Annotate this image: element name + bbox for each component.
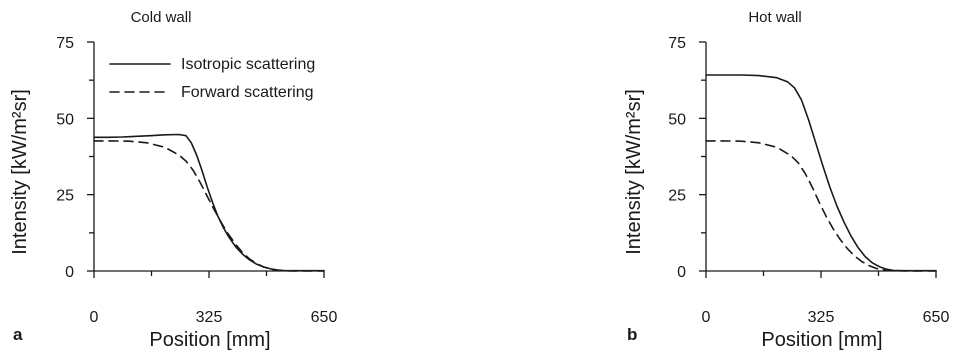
panel-b-y-axis-label: Intensity [kW/m²sr]: [623, 89, 645, 255]
panel-a-cold-wall: Cold wall 0 25 50 75 0 325 650 Position [mm] I…: [9, 9, 337, 351]
panel-a-x-tick-label: 650: [311, 309, 338, 326]
panel-a-y-tick-label: 75: [56, 35, 74, 52]
panel-b-x-tick-label: 650: [923, 309, 950, 326]
panel-b-x-axis-label: Position [mm]: [761, 329, 882, 351]
panel-b-series-isotropic-scattering: [705, 74, 937, 272]
panel-b-x-tick-label: 325: [808, 309, 835, 326]
panel-a-y-tick-label: 0: [65, 264, 74, 281]
panel-a-tick-labels: 0 25 50 75 0 325 650: [56, 35, 337, 326]
legend-isotropic-label: Isotropic scattering: [181, 56, 315, 73]
panel-b-hot-wall: Hot wall 0 25 50 75 0 325 650 Position [mm] In…: [623, 9, 949, 351]
panel-b-series-forward-scattering: [705, 140, 937, 272]
panel-b-ticks: [699, 41, 937, 278]
panel-a-x-tick-label: 0: [90, 309, 99, 326]
panel-a-series-isotropic-scattering: [93, 133, 325, 272]
panel-a-x-tick-label: 325: [196, 309, 223, 326]
panel-a-x-axis-label: Position [mm]: [149, 329, 270, 351]
panel-a-legend: Isotropic scattering Forward scattering: [109, 56, 315, 101]
panel-a-series-forward-scattering: [93, 140, 325, 272]
panel-b-y-tick-label: 25: [668, 188, 686, 205]
panel-b-y-tick-label: 0: [677, 264, 686, 281]
panel-b-axes: [705, 42, 936, 272]
panel-b-title: Hot wall: [748, 9, 801, 26]
panel-b-series: [705, 74, 937, 272]
panel-b-letter: b: [627, 325, 637, 344]
panel-b-y-tick-label: 75: [668, 35, 686, 52]
panel-b-y-tick-label: 50: [668, 111, 686, 128]
panel-a-title: Cold wall: [131, 9, 192, 26]
panel-a-letter: a: [13, 325, 23, 344]
panel-b-tick-labels: 0 25 50 75 0 325 650: [668, 35, 949, 326]
panel-a-y-tick-label: 25: [56, 188, 74, 205]
panel-a-ticks: [87, 41, 325, 278]
panel-a-y-axis-label: Intensity [kW/m²sr]: [9, 89, 31, 255]
panel-b-x-tick-label: 0: [702, 309, 711, 326]
panel-a-series: [93, 133, 325, 272]
legend-forward-label: Forward scattering: [181, 84, 314, 101]
panel-a-axes: [93, 42, 324, 272]
panel-a-y-tick-label: 50: [56, 111, 74, 128]
